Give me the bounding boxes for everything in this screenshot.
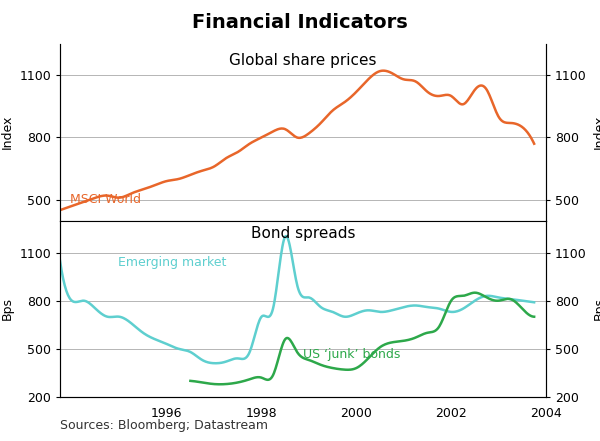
Y-axis label: Bps: Bps: [592, 297, 600, 320]
Text: Global share prices: Global share prices: [229, 53, 377, 68]
Text: Emerging market: Emerging market: [118, 256, 227, 269]
Y-axis label: Bps: Bps: [1, 297, 14, 320]
Text: US ‘junk’ bonds: US ‘junk’ bonds: [303, 348, 400, 360]
Y-axis label: Index: Index: [592, 115, 600, 149]
Text: Sources: Bloomberg; Datastream: Sources: Bloomberg; Datastream: [60, 419, 268, 432]
Y-axis label: Index: Index: [1, 115, 14, 149]
Text: MSCI World: MSCI World: [70, 194, 141, 206]
Text: Bond spreads: Bond spreads: [251, 226, 355, 241]
Text: Financial Indicators: Financial Indicators: [192, 13, 408, 32]
